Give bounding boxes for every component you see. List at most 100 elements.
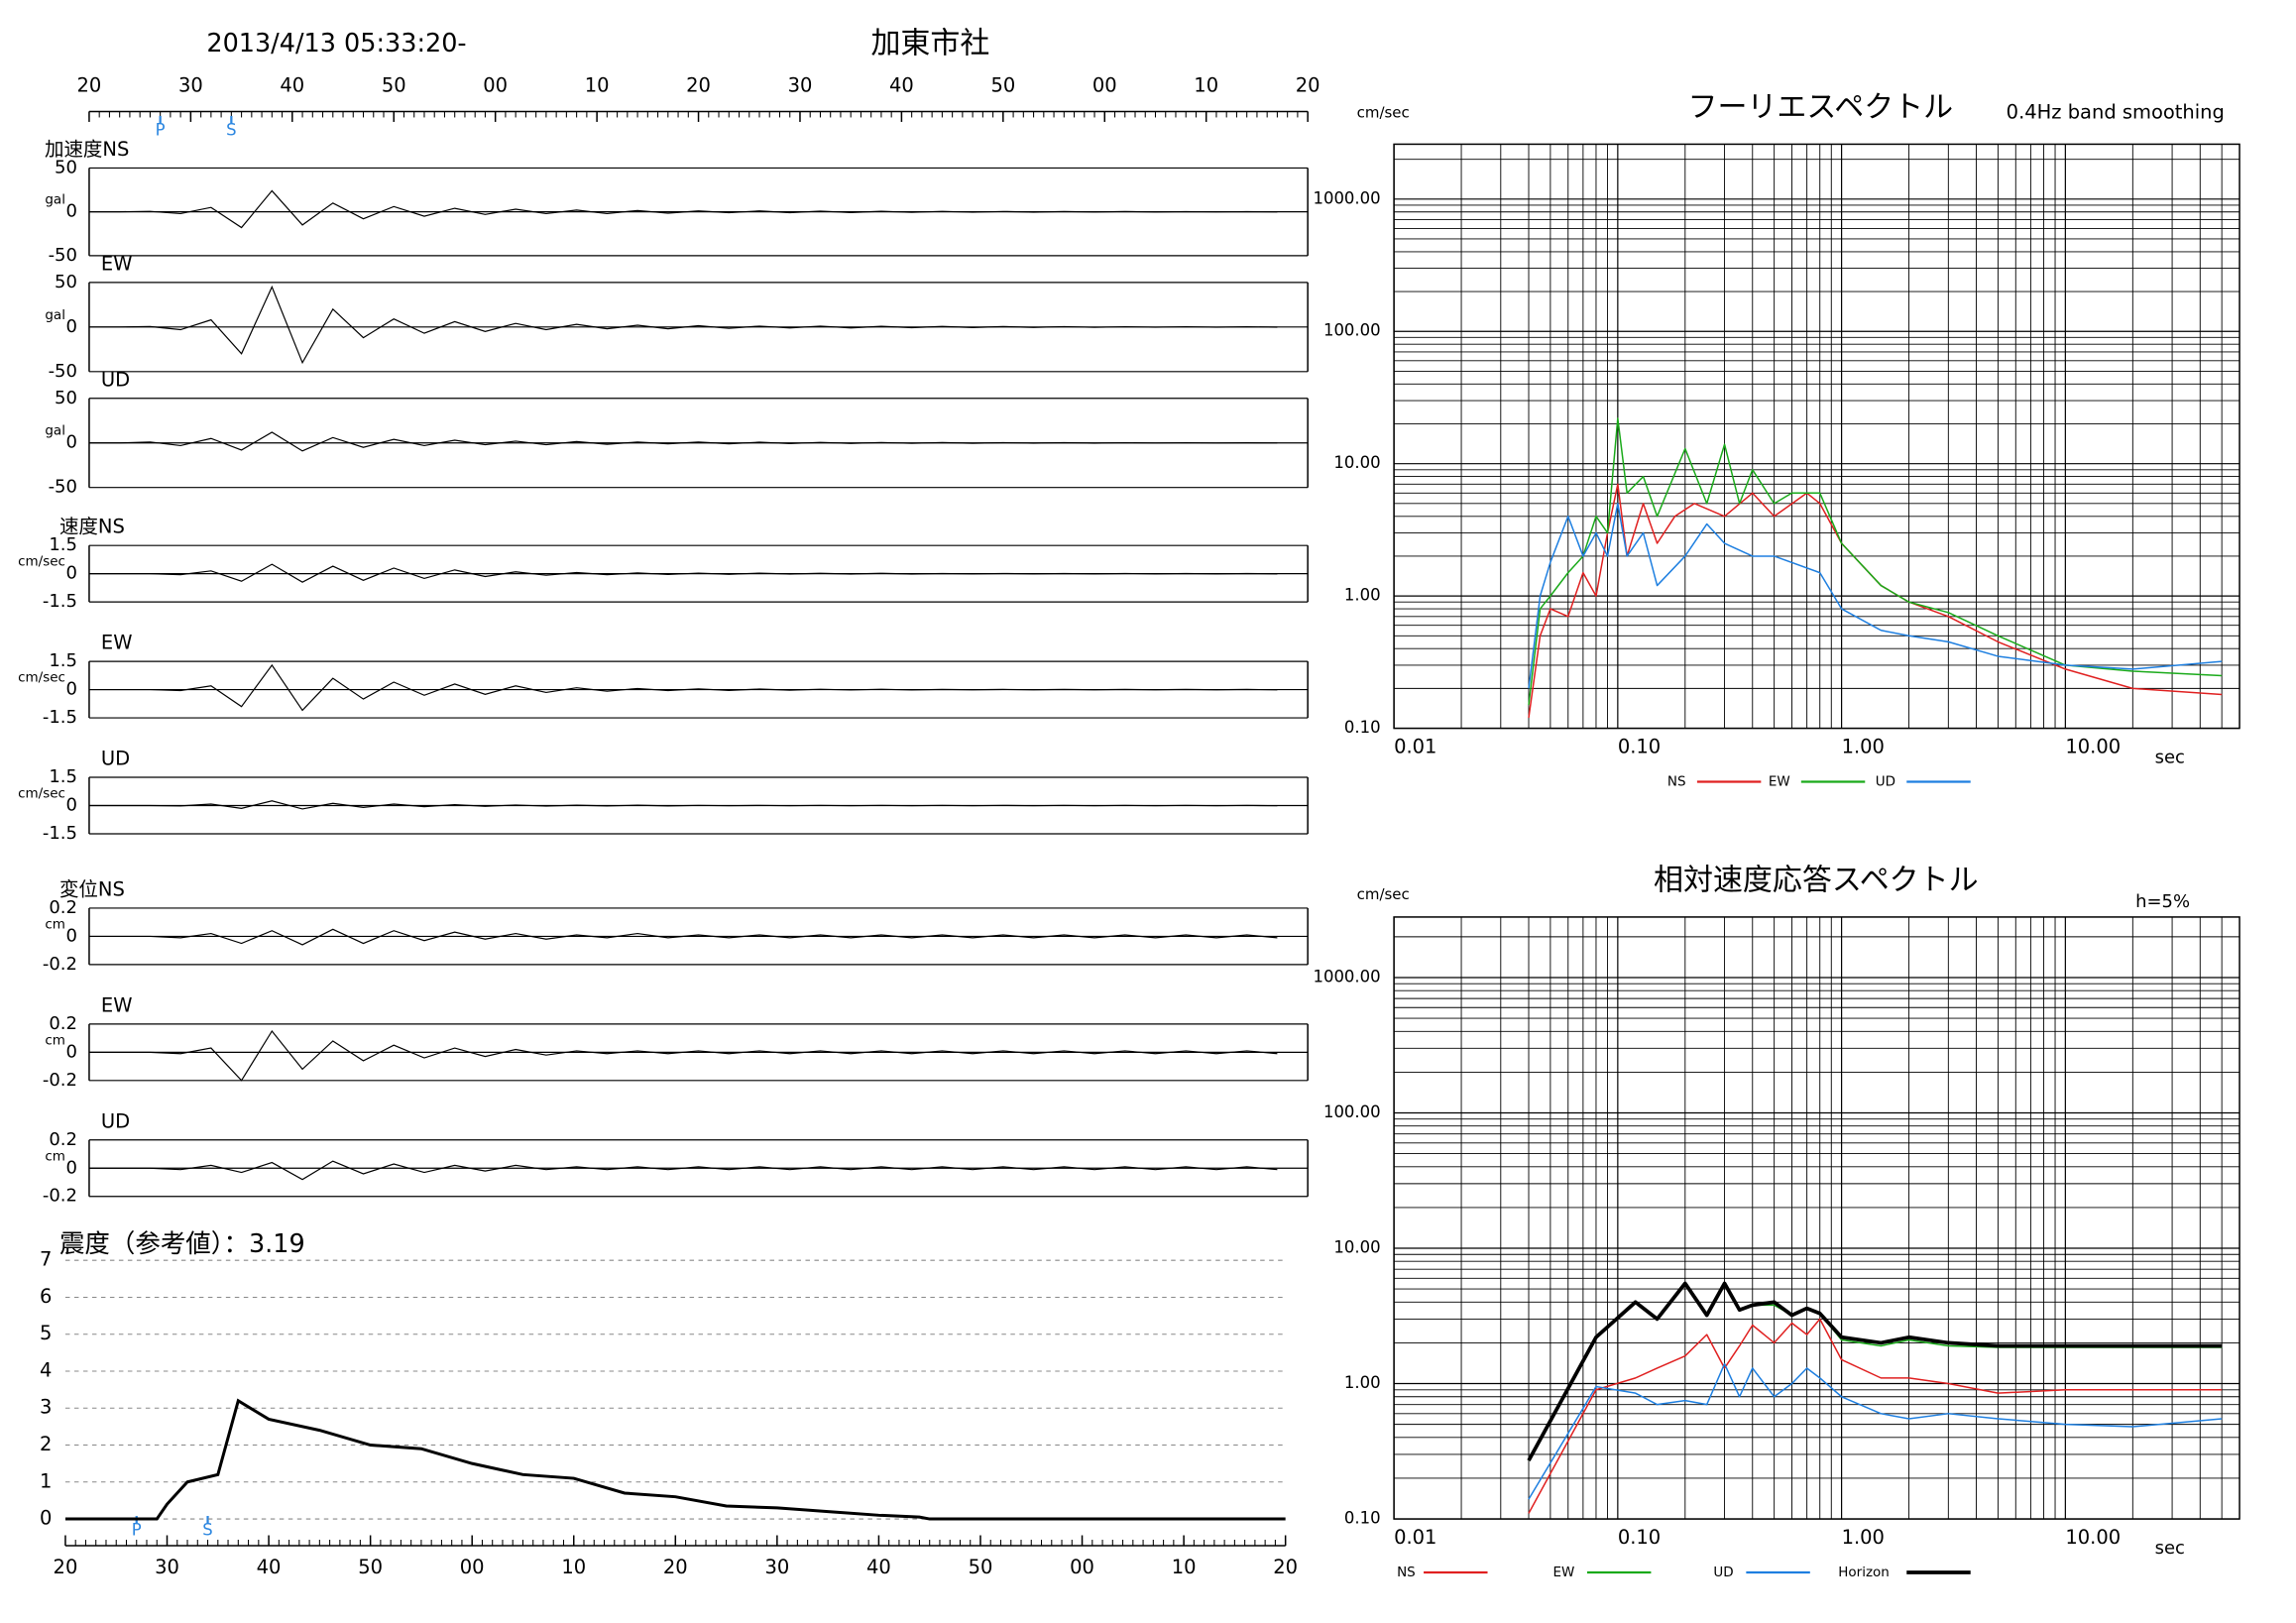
y-tick-label: 1.5 bbox=[49, 534, 77, 555]
unit-label: gal bbox=[45, 423, 65, 439]
panel-label: 加速度NS bbox=[45, 138, 129, 161]
y-tick-label: 0.10 bbox=[1344, 718, 1381, 737]
x-tick-label: 50 bbox=[358, 1556, 383, 1578]
phase-label: S bbox=[202, 1521, 212, 1540]
panel-label: EW bbox=[101, 252, 133, 275]
x-tick-label: 40 bbox=[889, 73, 914, 96]
waveform bbox=[88, 431, 1278, 452]
y-tick-label: 1.5 bbox=[49, 650, 77, 671]
x-tick-label: 30 bbox=[764, 1556, 789, 1578]
y-tick-label: 0.2 bbox=[49, 1013, 77, 1034]
x-tick-label: 10.00 bbox=[2065, 1526, 2121, 1549]
y-tick-label: 4 bbox=[40, 1358, 52, 1381]
y-tick-label: -0.2 bbox=[43, 1186, 77, 1207]
unit-label: cm bbox=[45, 1148, 65, 1164]
waveform bbox=[88, 1160, 1278, 1181]
y-tick-label: 7 bbox=[40, 1248, 52, 1271]
x-tick-label: 0.10 bbox=[1618, 1526, 1661, 1549]
y-tick-label: 0 bbox=[66, 925, 77, 946]
x-tick-label: 10.00 bbox=[2065, 736, 2121, 758]
y-tick-label: 1.00 bbox=[1344, 1373, 1381, 1392]
waveform bbox=[88, 1029, 1278, 1082]
chart-title: 相対速度応答スペクトル bbox=[1654, 863, 1979, 897]
x-tick-label: 00 bbox=[1092, 73, 1117, 96]
y-tick-label: 1.5 bbox=[49, 766, 77, 787]
panel-label: 変位NS bbox=[59, 877, 125, 900]
x-tick-label: 20 bbox=[1296, 73, 1320, 96]
phase-label: S bbox=[226, 120, 236, 139]
x-tick-label: 30 bbox=[178, 73, 203, 96]
y-tick-label: 0 bbox=[66, 679, 77, 700]
y-tick-label: 1 bbox=[40, 1469, 52, 1492]
y-tick-label: 0 bbox=[40, 1507, 52, 1530]
waveform bbox=[88, 563, 1278, 583]
x-tick-label: 10 bbox=[561, 1556, 586, 1578]
waveform bbox=[88, 189, 1278, 229]
y-tick-label: 1.00 bbox=[1344, 586, 1381, 605]
legend-label: NS bbox=[1397, 1565, 1416, 1580]
x-tick-label: 20 bbox=[54, 1556, 78, 1578]
y-tick-label: 0 bbox=[66, 795, 77, 816]
intensity-line bbox=[64, 1398, 1286, 1521]
x-tick-label: 1.00 bbox=[1842, 736, 1885, 758]
legend-label: NS bbox=[1667, 774, 1686, 790]
y-tick-label: -50 bbox=[49, 477, 77, 498]
unit-label: cm/sec bbox=[18, 554, 65, 570]
y-tick-label: 0.2 bbox=[49, 897, 77, 918]
x-tick-label: 10 bbox=[1172, 1556, 1197, 1578]
legend-label: UD bbox=[1876, 774, 1895, 790]
y-tick-label: -0.2 bbox=[43, 954, 77, 975]
unit-label: gal bbox=[45, 192, 65, 208]
legend-label: EW bbox=[1552, 1565, 1574, 1580]
y-unit: cm/sec bbox=[1357, 885, 1410, 903]
phase-label: P bbox=[132, 1521, 142, 1540]
y-tick-label: -50 bbox=[49, 245, 77, 266]
y-tick-label: 10.00 bbox=[1333, 1238, 1380, 1257]
unit-label: cm bbox=[45, 1032, 65, 1048]
x-tick-label: 1.00 bbox=[1842, 1526, 1885, 1549]
unit-label: cm/sec bbox=[18, 786, 65, 802]
y-tick-label: -1.5 bbox=[43, 591, 77, 612]
x-tick-label: 50 bbox=[990, 73, 1015, 96]
x-tick-label: 40 bbox=[280, 73, 304, 96]
y-tick-label: 0 bbox=[66, 316, 77, 337]
legend-label: UD bbox=[1713, 1565, 1733, 1580]
x-tick-label: 30 bbox=[155, 1556, 179, 1578]
y-tick-label: 0 bbox=[66, 432, 77, 453]
spectrum-line bbox=[1528, 1362, 2223, 1500]
x-tick-label: 20 bbox=[663, 1556, 688, 1578]
y-tick-label: 100.00 bbox=[1323, 321, 1381, 340]
x-tick-label: 30 bbox=[788, 73, 813, 96]
station-name: 加東市社 bbox=[870, 27, 989, 61]
y-tick-label: 0 bbox=[66, 1157, 77, 1178]
x-tick-label: 40 bbox=[866, 1556, 891, 1578]
x-tick-label: 00 bbox=[460, 1556, 485, 1578]
x-tick-label: 10 bbox=[1194, 73, 1218, 96]
y-tick-label: 100.00 bbox=[1323, 1102, 1381, 1121]
spectrum-line bbox=[1528, 503, 2223, 689]
y-tick-label: 0 bbox=[66, 563, 77, 584]
chart-title: 震度（参考値）：3.19 bbox=[59, 1229, 305, 1259]
x-tick-label: 40 bbox=[257, 1556, 282, 1578]
x-tick-label: 50 bbox=[382, 73, 406, 96]
y-tick-label: 0 bbox=[66, 1041, 77, 1062]
y-tick-label: 50 bbox=[55, 388, 77, 408]
x-tick-label: 0.01 bbox=[1394, 1526, 1436, 1549]
chart-title: フーリエスペクトル bbox=[1687, 90, 1953, 125]
spectrum-line bbox=[1528, 483, 2223, 719]
y-tick-label: 6 bbox=[40, 1285, 52, 1308]
y-tick-label: 10.00 bbox=[1333, 453, 1380, 472]
panel-label: UD bbox=[101, 1109, 130, 1132]
legend-label: Horizon bbox=[1838, 1565, 1890, 1580]
y-tick-label: 5 bbox=[40, 1322, 52, 1344]
y-tick-label: 3 bbox=[40, 1396, 52, 1419]
phase-label: P bbox=[156, 120, 166, 139]
spectrum-line bbox=[1528, 417, 2223, 706]
x-tick-label: 50 bbox=[969, 1556, 993, 1578]
x-tick-label: 20 bbox=[1273, 1556, 1298, 1578]
unit-label: gal bbox=[45, 307, 65, 323]
x-tick-label: 20 bbox=[77, 73, 102, 96]
y-tick-label: 1000.00 bbox=[1313, 967, 1380, 985]
x-tick-label: 00 bbox=[483, 73, 508, 96]
